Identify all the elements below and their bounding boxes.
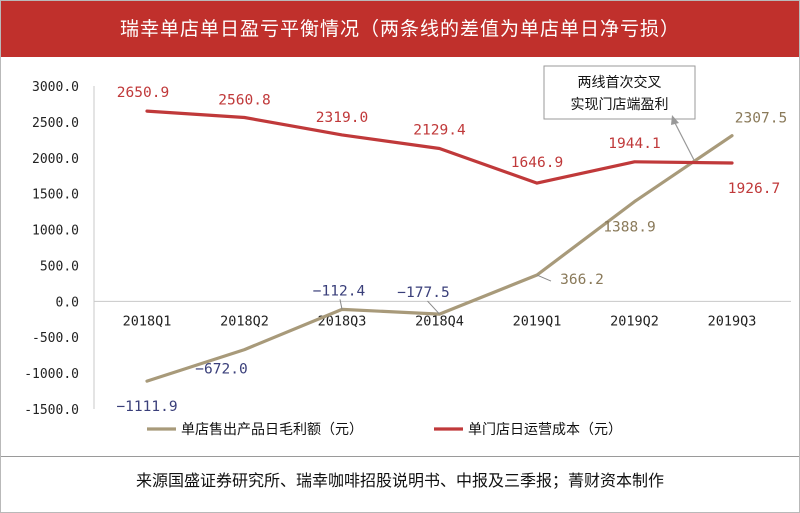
cost-data-label: 2319.0 — [316, 110, 368, 126]
cost-data-label: 2129.4 — [413, 122, 466, 138]
x-tick-label: 2019Q3 — [708, 313, 757, 329]
series-line-2 — [145, 109, 734, 185]
profit-data-label: −672.0 — [195, 362, 247, 378]
chart-title: 瑞幸单店单日盈亏平衡情况（两条线的差值为单店单日净亏损） — [119, 18, 680, 40]
cost-data-label: 2560.8 — [218, 93, 270, 109]
y-tick-label: -500.0 — [32, 331, 79, 346]
y-tick-label: -1000.0 — [24, 367, 79, 382]
legend-label-profit: 单店售出产品日毛利额（元） — [181, 422, 363, 438]
profit-data-label: 2307.5 — [735, 111, 787, 127]
source-note: 来源国盛证券研究所、瑞幸咖啡招股说明书、中报及三季报；菁财资本制作 — [135, 471, 664, 490]
label-leader-line — [427, 300, 440, 315]
y-tick-label: 3000.0 — [32, 80, 79, 95]
cost-data-label: 1646.9 — [511, 155, 563, 171]
cost-data-label: 2650.9 — [117, 85, 169, 101]
x-tick-label: 2018Q1 — [123, 313, 172, 329]
y-tick-label: 0.0 — [56, 295, 79, 310]
annotation-line-2: 实现门店端盈利 — [571, 97, 669, 113]
annotation-arrowhead — [671, 115, 679, 125]
profit-data-label: −177.5 — [397, 285, 449, 301]
series-line-1 — [145, 134, 734, 383]
cost-data-label: 1944.1 — [608, 136, 660, 152]
y-tick-label: 1000.0 — [32, 224, 79, 239]
line-chart: 3000.0 2500.0 2000.0 1500.0 1000.0 500.0 0.0 -5… — [24, 65, 791, 438]
y-tick-label: 2000.0 — [32, 152, 79, 167]
cost-data-label: 1926.7 — [728, 181, 780, 197]
x-tick-label: 2019Q1 — [513, 313, 562, 329]
profit-data-label: 366.2 — [560, 272, 604, 288]
profit-data-label: 1388.9 — [603, 220, 655, 236]
x-tick-label: 2019Q2 — [610, 313, 659, 329]
title-bar — [1, 1, 799, 57]
y-tick-label: 2500.0 — [32, 116, 79, 131]
chart-area: 3000.0 2500.0 2000.0 1500.0 1000.0 500.0 0.0 -5… — [1, 57, 800, 457]
annotation-box — [543, 65, 696, 120]
y-tick-label: -1500.0 — [24, 403, 79, 418]
annotation-arrow — [674, 122, 695, 161]
profit-data-label: −1111.9 — [116, 399, 177, 415]
profit-data-label: −112.4 — [313, 283, 366, 299]
x-tick-label: 2018Q4 — [415, 313, 464, 329]
label-leader-line — [339, 299, 343, 310]
source-divider — [1, 456, 799, 457]
label-leader-line — [536, 274, 552, 282]
y-tick-label: 1500.0 — [32, 188, 79, 203]
x-tick-label: 2018Q3 — [318, 313, 367, 329]
x-tick-label: 2018Q2 — [220, 313, 269, 329]
annotation-line-1: 两线首次交叉 — [578, 74, 662, 91]
y-tick-label: 500.0 — [40, 259, 79, 274]
legend-label-cost: 单门店日运营成本（元） — [468, 422, 622, 438]
